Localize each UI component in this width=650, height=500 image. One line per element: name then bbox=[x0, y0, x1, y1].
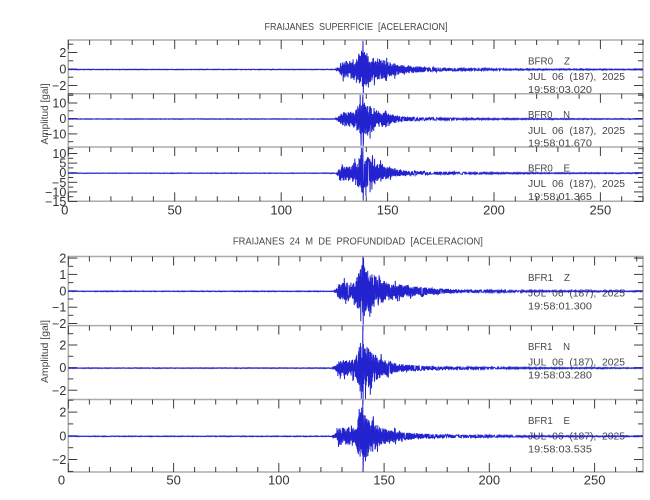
svg-text:FRAIJANES 24 M DE PROFUNDI: FRAIJANES 24 M DE PROFUNDIDAD [ACELERACI… bbox=[233, 236, 483, 247]
svg-text:0: 0 bbox=[61, 203, 68, 218]
svg-text:50: 50 bbox=[166, 473, 180, 488]
svg-text:0: 0 bbox=[59, 429, 66, 443]
svg-text:0: 0 bbox=[59, 166, 66, 180]
svg-text:19:58:01.670: 19:58:01.670 bbox=[528, 139, 592, 150]
svg-text:BFR1 N: BFR1 N bbox=[528, 342, 570, 353]
svg-text:−10: −10 bbox=[45, 128, 66, 142]
svg-text:BFR0 Z: BFR0 Z bbox=[528, 56, 570, 67]
svg-text:100: 100 bbox=[268, 473, 290, 488]
svg-text:200: 200 bbox=[478, 473, 500, 488]
svg-text:Amplitud [gal]: Amplitud [gal] bbox=[39, 320, 51, 383]
svg-text:BFR1 Z: BFR1 Z bbox=[528, 273, 570, 284]
svg-text:150: 150 bbox=[377, 203, 399, 218]
svg-text:Amplitud [gal]: Amplitud [gal] bbox=[39, 83, 51, 144]
svg-text:0: 0 bbox=[59, 361, 66, 375]
svg-text:0: 0 bbox=[59, 112, 66, 126]
svg-text:10: 10 bbox=[52, 97, 66, 111]
svg-text:100: 100 bbox=[270, 203, 292, 218]
svg-text:19:58:03.020: 19:58:03.020 bbox=[528, 85, 592, 96]
svg-text:0: 0 bbox=[59, 284, 66, 298]
svg-text:−15: −15 bbox=[45, 195, 66, 209]
svg-text:−10: −10 bbox=[45, 185, 66, 199]
svg-text:19:58:03.280: 19:58:03.280 bbox=[528, 371, 592, 382]
svg-text:−5: −5 bbox=[52, 176, 66, 190]
svg-text:JUL 06 (187), 2025: JUL 06 (187), 2025 bbox=[528, 126, 625, 137]
svg-text:BFR1 E: BFR1 E bbox=[528, 416, 570, 427]
svg-text:5: 5 bbox=[59, 157, 66, 171]
svg-text:1: 1 bbox=[59, 268, 66, 282]
svg-text:JUL 06 (187), 2025: JUL 06 (187), 2025 bbox=[528, 179, 625, 190]
svg-text:−2: −2 bbox=[52, 79, 66, 93]
svg-text:BFR0 E: BFR0 E bbox=[528, 163, 570, 174]
svg-text:−2: −2 bbox=[52, 384, 66, 398]
svg-text:19:58:03.535: 19:58:03.535 bbox=[528, 444, 592, 455]
svg-text:10: 10 bbox=[52, 147, 66, 161]
svg-text:2: 2 bbox=[59, 406, 66, 420]
svg-text:−1: −1 bbox=[52, 301, 66, 315]
svg-text:JUL 06 (187), 2025: JUL 06 (187), 2025 bbox=[528, 358, 625, 369]
svg-text:JUL 06 (187), 2025: JUL 06 (187), 2025 bbox=[528, 72, 625, 83]
svg-text:−2: −2 bbox=[52, 317, 66, 331]
svg-text:50: 50 bbox=[167, 203, 181, 218]
svg-text:150: 150 bbox=[373, 473, 395, 488]
svg-text:BFR0 N: BFR0 N bbox=[528, 110, 570, 121]
svg-text:2: 2 bbox=[59, 339, 66, 353]
svg-text:2: 2 bbox=[59, 46, 66, 60]
svg-text:19:58:01.300: 19:58:01.300 bbox=[528, 301, 592, 312]
svg-text:0: 0 bbox=[58, 473, 65, 488]
svg-text:FRAIJANES SUPERFICIE [ACELER: FRAIJANES SUPERFICIE [ACELERACION] bbox=[265, 22, 448, 33]
svg-text:−2: −2 bbox=[52, 453, 66, 467]
svg-text:0: 0 bbox=[59, 63, 66, 77]
svg-text:JUL 06 (187), 2025: JUL 06 (187), 2025 bbox=[528, 289, 625, 300]
svg-text:250: 250 bbox=[590, 203, 612, 218]
svg-text:200: 200 bbox=[483, 203, 505, 218]
svg-text:250: 250 bbox=[584, 473, 606, 488]
svg-text:19:58:01.365: 19:58:01.365 bbox=[528, 192, 592, 203]
svg-text:2: 2 bbox=[59, 252, 66, 266]
